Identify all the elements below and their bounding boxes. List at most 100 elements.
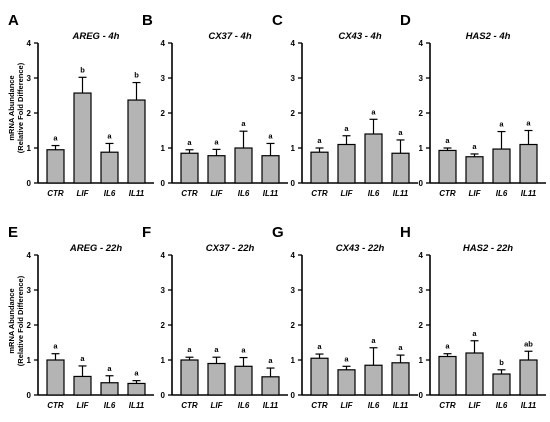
x-tick-label: CTR	[439, 189, 456, 198]
bar	[391, 152, 410, 184]
bar	[46, 149, 65, 184]
significance-label: a	[371, 107, 376, 116]
y-tick-label: 1	[161, 144, 166, 153]
y-tick-label: 0	[419, 179, 424, 188]
bar	[180, 152, 199, 184]
chart-panel-h: H HAS2 - 22h 0 1 2 3 4 a CTR a LIF b IL6 ab IL11	[400, 224, 546, 410]
significance-label: a	[445, 136, 450, 145]
bar	[310, 357, 329, 396]
x-tick-label: LIF	[469, 189, 482, 198]
significance-label: b	[499, 358, 504, 367]
bar	[364, 133, 383, 184]
y-tick-label: 1	[27, 356, 32, 365]
bar	[127, 99, 146, 184]
panel-letter: D	[400, 12, 411, 29]
y-tick-label: 1	[161, 356, 166, 365]
panel-letter: H	[400, 224, 411, 241]
significance-label: a	[107, 364, 112, 373]
y-tick-label: 0	[291, 179, 296, 188]
chart-panel-e: E AREG - 22h 0 1 2 3 4 a CTR a LIF a IL6 a IL11	[8, 224, 154, 410]
x-tick-label: CTR	[311, 189, 328, 198]
bar	[234, 147, 253, 184]
significance-label: a	[398, 343, 403, 352]
chart-panel-g: G CX43 - 22h 0 1 2 3 4 a CTR a LIF a IL6 a IL11	[272, 224, 418, 410]
x-tick-label: IL6	[104, 401, 116, 410]
y-tick-label: 2	[291, 109, 296, 118]
significance-label: a	[241, 119, 246, 128]
x-tick-label: LIF	[77, 189, 90, 198]
y-axis-label-bottom-line1: mRNA Abundance	[7, 288, 16, 353]
x-tick-label: LIF	[211, 401, 224, 410]
y-tick-label: 2	[161, 321, 166, 330]
x-tick-label: IL11	[393, 189, 409, 198]
y-tick-label: 0	[291, 391, 296, 400]
panel-letter: G	[272, 224, 284, 241]
significance-label: a	[134, 369, 139, 378]
chart-panel-d: D HAS2 - 4h 0 1 2 3 4 a CTR a LIF a IL6 a IL11	[400, 12, 546, 198]
x-tick-label: CTR	[439, 401, 456, 410]
x-tick-label: LIF	[341, 401, 354, 410]
significance-label: a	[53, 134, 58, 143]
x-tick-label: IL11	[393, 401, 409, 410]
bar	[310, 151, 329, 184]
x-tick-label: IL11	[263, 189, 279, 198]
significance-label: ab	[524, 339, 533, 348]
significance-label: a	[214, 137, 219, 146]
significance-label: b	[80, 65, 85, 74]
panel-title: CX43 - 22h	[336, 243, 385, 254]
y-tick-label: 1	[291, 356, 296, 365]
x-tick-label: IL6	[104, 189, 116, 198]
significance-label: a	[317, 136, 322, 145]
significance-label: a	[268, 356, 273, 365]
bar	[465, 352, 484, 396]
y-tick-label: 3	[27, 74, 32, 83]
x-tick-label: IL6	[368, 401, 380, 410]
y-axis-label-top-line1: mRNA Abundance	[7, 75, 16, 140]
y-tick-label: 1	[419, 356, 424, 365]
bar	[46, 359, 65, 396]
y-tick-label: 1	[419, 144, 424, 153]
chart-panel-a: A AREG - 4h 0 1 2 3 4 a CTR b LIF a IL6 b IL11	[8, 12, 154, 198]
y-tick-label: 3	[419, 74, 424, 83]
y-tick-label: 3	[161, 286, 166, 295]
significance-label: a	[344, 124, 349, 133]
y-tick-label: 3	[419, 286, 424, 295]
x-tick-label: IL6	[368, 189, 380, 198]
y-tick-label: 2	[161, 109, 166, 118]
y-tick-label: 0	[161, 179, 166, 188]
chart-panel-c: C CX43 - 4h 0 1 2 3 4 a CTR a LIF a IL6 a IL11	[272, 12, 418, 198]
x-tick-label: IL6	[496, 189, 508, 198]
chart-panel-f: F CX37 - 22h 0 1 2 3 4 a CTR a LIF a IL6 a IL11	[142, 224, 288, 410]
significance-label: a	[268, 131, 273, 140]
y-tick-label: 3	[27, 286, 32, 295]
y-tick-label: 0	[27, 179, 32, 188]
significance-label: a	[241, 346, 246, 355]
y-tick-label: 3	[291, 286, 296, 295]
bar	[465, 156, 484, 184]
y-tick-label: 1	[27, 144, 32, 153]
significance-label: a	[526, 119, 531, 128]
significance-label: a	[317, 342, 322, 351]
x-tick-label: IL11	[129, 189, 145, 198]
x-tick-label: CTR	[311, 401, 328, 410]
significance-label: a	[371, 336, 376, 345]
significance-label: a	[80, 354, 85, 363]
significance-label: a	[445, 342, 450, 351]
panel-title: CX43 - 4h	[338, 31, 381, 42]
y-tick-label: 4	[27, 251, 32, 260]
panel-title: CX37 - 4h	[208, 31, 251, 42]
bar	[261, 376, 280, 396]
bar	[438, 355, 457, 396]
x-tick-label: IL11	[521, 189, 537, 198]
x-tick-label: CTR	[181, 401, 198, 410]
x-tick-label: IL11	[521, 401, 537, 410]
y-tick-label: 2	[27, 109, 32, 118]
panel-letter: E	[8, 224, 18, 241]
bar	[438, 149, 457, 184]
y-tick-label: 2	[291, 321, 296, 330]
bar	[180, 359, 199, 396]
x-tick-label: CTR	[47, 401, 64, 410]
significance-label: a	[107, 131, 112, 140]
panel-letter: F	[142, 224, 151, 241]
